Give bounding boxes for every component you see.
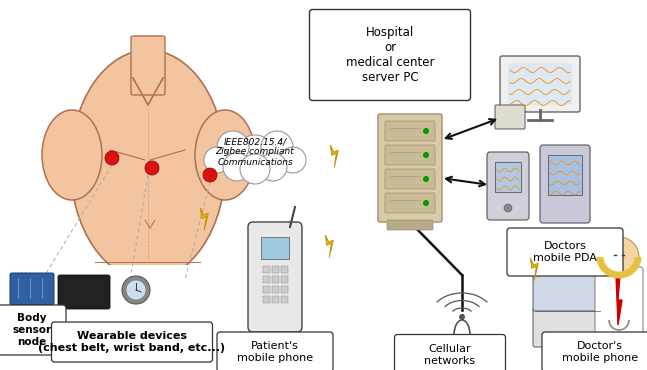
Text: Hospital
or
medical center
server PC: Hospital or medical center server PC (345, 26, 434, 84)
Text: Cellular
networks: Cellular networks (424, 344, 476, 366)
Ellipse shape (195, 110, 255, 200)
Bar (263, 296, 270, 303)
FancyBboxPatch shape (52, 322, 212, 362)
Text: IEEE802.15.4/
Zigbee compliant
Communications: IEEE802.15.4/ Zigbee compliant Communica… (215, 137, 294, 167)
FancyBboxPatch shape (487, 152, 529, 220)
Polygon shape (616, 275, 622, 325)
FancyBboxPatch shape (540, 145, 590, 223)
Text: Doctor's
mobile phone: Doctor's mobile phone (562, 341, 638, 363)
Bar (272, 296, 279, 303)
FancyBboxPatch shape (387, 220, 433, 230)
Circle shape (126, 280, 146, 300)
Bar (263, 286, 270, 293)
Circle shape (423, 200, 429, 206)
FancyBboxPatch shape (385, 121, 435, 141)
Circle shape (203, 168, 217, 182)
Circle shape (217, 131, 249, 163)
Bar (263, 276, 270, 283)
Circle shape (423, 176, 429, 182)
Circle shape (105, 151, 119, 165)
Bar (281, 286, 288, 293)
FancyBboxPatch shape (309, 10, 470, 101)
Circle shape (599, 237, 639, 277)
Circle shape (423, 152, 429, 158)
FancyBboxPatch shape (217, 332, 333, 370)
FancyBboxPatch shape (507, 228, 623, 276)
FancyBboxPatch shape (500, 56, 580, 112)
Polygon shape (201, 208, 208, 231)
FancyBboxPatch shape (542, 332, 647, 370)
Circle shape (145, 161, 159, 175)
Ellipse shape (42, 110, 102, 200)
FancyBboxPatch shape (385, 169, 435, 189)
Bar (495, 162, 521, 192)
Circle shape (459, 314, 465, 320)
Bar (281, 266, 288, 273)
FancyBboxPatch shape (0, 305, 66, 355)
Bar (548, 155, 582, 195)
Text: Body
sensor
node: Body sensor node (12, 313, 52, 347)
FancyBboxPatch shape (378, 114, 442, 222)
Text: Doctors
mobile PDA: Doctors mobile PDA (533, 241, 597, 263)
Circle shape (235, 135, 275, 175)
Bar (272, 286, 279, 293)
Polygon shape (325, 235, 333, 258)
Circle shape (122, 276, 150, 304)
Bar (272, 266, 279, 273)
Bar (261, 237, 289, 259)
FancyBboxPatch shape (395, 334, 505, 370)
FancyBboxPatch shape (131, 36, 165, 95)
Circle shape (259, 153, 287, 181)
Text: Patient's
mobile phone: Patient's mobile phone (237, 341, 313, 363)
Circle shape (280, 147, 306, 173)
FancyBboxPatch shape (385, 145, 435, 165)
Bar (508, 63, 572, 105)
FancyBboxPatch shape (10, 273, 54, 305)
Circle shape (423, 128, 429, 134)
Circle shape (261, 131, 293, 163)
Ellipse shape (71, 50, 226, 280)
Text: Wearable devices
(chest belt, wrist band, etc...): Wearable devices (chest belt, wrist band… (38, 331, 226, 353)
Bar (281, 296, 288, 303)
Bar (30, 265, 270, 370)
Circle shape (223, 153, 251, 181)
Circle shape (504, 204, 512, 212)
FancyBboxPatch shape (533, 308, 602, 347)
FancyBboxPatch shape (248, 222, 302, 332)
Bar (263, 266, 270, 273)
FancyBboxPatch shape (595, 267, 643, 348)
Circle shape (240, 154, 270, 184)
Ellipse shape (454, 320, 470, 350)
FancyBboxPatch shape (385, 193, 435, 213)
FancyBboxPatch shape (495, 105, 525, 129)
Circle shape (204, 147, 230, 173)
Bar (281, 276, 288, 283)
FancyBboxPatch shape (58, 275, 110, 309)
FancyBboxPatch shape (533, 275, 602, 311)
Polygon shape (331, 145, 338, 168)
Bar (272, 276, 279, 283)
Polygon shape (531, 258, 538, 280)
